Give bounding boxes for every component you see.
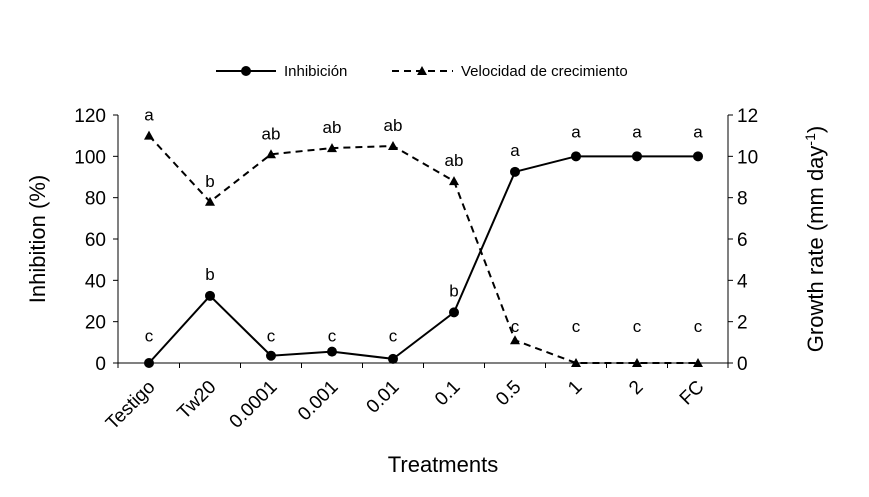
right-tick-label: 10 (737, 147, 758, 168)
left-tick-label: 120 (74, 106, 106, 127)
left-tick-label: 100 (74, 147, 106, 168)
sig-label-inhibicion: c (267, 326, 276, 345)
x-tick-label: Tw20 (174, 377, 221, 424)
point-velocidad (266, 149, 276, 159)
point-velocidad (693, 358, 703, 367)
legend: Inhibición Velocidad de crecimiento (216, 63, 628, 80)
right-ticks: 0 2 4 6 8 10 12 (728, 106, 758, 375)
y2-axis-title-sup: -1 (802, 133, 818, 146)
right-tick-label: 8 (737, 189, 748, 210)
left-tick-label: 20 (85, 313, 106, 334)
sig-label-velocidad: a (144, 106, 154, 125)
left-tick-label: 0 (95, 354, 106, 375)
left-tick-label: 60 (85, 230, 106, 251)
x-tick-label: 0.001 (294, 377, 342, 425)
legend-item-velocidad: Velocidad de crecimiento (392, 63, 628, 80)
legend-item-inhibicion: Inhibición (216, 63, 347, 80)
x-axis-title: Treatments (388, 452, 498, 477)
right-tick-label: 12 (737, 106, 758, 127)
x-tick-label: Testigo (102, 377, 159, 434)
series-inhibicion: c b c c c b a a a a (144, 122, 703, 368)
sig-label-inhibicion: a (632, 122, 642, 141)
sig-label-velocidad: b (205, 172, 214, 191)
point-velocidad (510, 335, 520, 345)
right-tick-label: 6 (737, 230, 748, 251)
x-tick-label: FC (676, 377, 709, 410)
point-velocidad (205, 196, 215, 206)
x-ticks: Testigo Tw20 0.0001 0.001 0.01 0.1 0.5 1 2 FC (102, 363, 729, 434)
legend-marker-velocidad (417, 66, 427, 75)
sig-label-velocidad: c (572, 317, 581, 336)
series-line-inhibicion (148, 155, 698, 364)
series-line-velocidad (148, 134, 698, 364)
right-tick-label: 0 (737, 354, 748, 375)
point-inhibicion (205, 290, 215, 301)
x-tick-label: 1 (564, 377, 586, 399)
point-velocidad (144, 130, 154, 140)
point-inhibicion (388, 353, 398, 364)
point-inhibicion (693, 151, 703, 162)
x-tick-label: 0.0001 (226, 377, 282, 433)
sig-label-inhibicion: b (205, 265, 214, 284)
sig-label-velocidad: ab (445, 151, 464, 170)
left-tick-label: 40 (85, 271, 106, 292)
y2-axis-title-close: ) (803, 126, 828, 133)
point-inhibicion (144, 358, 154, 368)
point-velocidad (388, 141, 398, 150)
sig-label-inhibicion: c (328, 326, 337, 345)
point-inhibicion (449, 307, 459, 318)
point-velocidad (632, 358, 642, 367)
x-tick-label: 2 (625, 377, 647, 399)
sig-label-velocidad: ab (384, 116, 403, 135)
sig-label-inhibicion: c (389, 326, 398, 345)
left-tick-label: 80 (85, 189, 106, 210)
legend-label-inhibicion: Inhibición (284, 63, 347, 80)
point-velocidad (327, 143, 337, 153)
sig-label-inhibicion: c (145, 326, 154, 345)
right-tick-label: 2 (737, 313, 748, 334)
sig-label-velocidad: c (511, 317, 520, 336)
x-tick-label: 0.1 (431, 377, 465, 411)
point-inhibicion (632, 151, 642, 162)
left-ticks: 0 20 40 60 80 100 120 (74, 106, 118, 375)
sig-label-velocidad: c (633, 317, 642, 336)
x-tick-label: 0.01 (363, 377, 404, 418)
sig-label-inhibicion: a (571, 122, 581, 141)
point-velocidad (571, 358, 581, 367)
y2-axis-title-main: Growth rate (mm day (803, 146, 828, 353)
sig-label-velocidad: ab (262, 124, 281, 143)
x-tick-label: 0.5 (492, 377, 526, 411)
sig-label-inhibicion: a (693, 122, 703, 141)
point-inhibicion (266, 350, 276, 361)
sig-label-inhibicion: a (510, 141, 520, 160)
legend-label-velocidad: Velocidad de crecimiento (461, 63, 628, 80)
legend-marker-inhibicion (241, 66, 251, 76)
point-velocidad (449, 176, 459, 186)
sig-label-velocidad: ab (323, 118, 342, 137)
y-axis-title: Inhibition (%) (25, 175, 50, 303)
right-tick-label: 4 (737, 271, 748, 292)
point-inhibicion (571, 151, 581, 162)
point-inhibicion (510, 166, 520, 177)
sig-label-velocidad: c (694, 317, 703, 336)
point-inhibicion (327, 346, 337, 357)
sig-label-inhibicion: b (449, 281, 458, 300)
y2-axis-title: Growth rate (mm day-1) (802, 126, 828, 352)
